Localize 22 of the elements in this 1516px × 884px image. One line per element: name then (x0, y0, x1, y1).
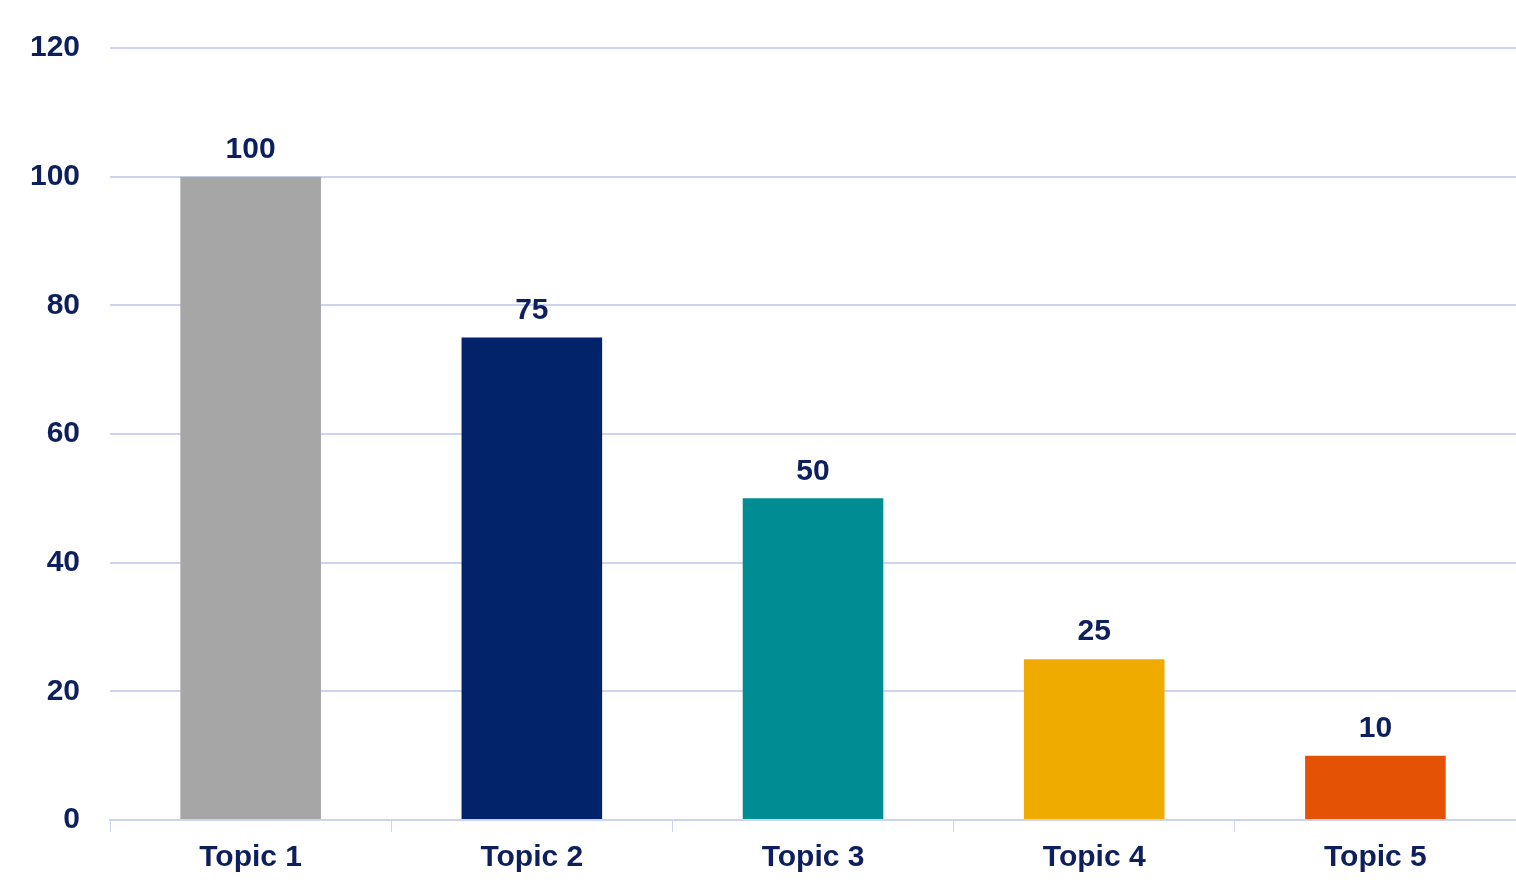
data-label: 50 (796, 452, 830, 486)
bar (742, 498, 884, 819)
y-tick-label: 20 (46, 672, 81, 706)
x-tick-label: Topic 4 (1042, 839, 1146, 873)
x-tick-label: Topic 2 (480, 839, 584, 873)
bar (1023, 659, 1165, 819)
y-tick-label: 120 (29, 29, 81, 63)
y-tick-label: 40 (46, 543, 81, 577)
x-tick-label: Topic 3 (761, 839, 865, 873)
data-label: 10 (1358, 709, 1393, 743)
y-tick-label: 100 (29, 157, 81, 191)
y-tick-label: 80 (46, 286, 81, 320)
bar (180, 176, 321, 819)
data-label: 100 (225, 130, 276, 164)
bar (461, 337, 603, 819)
data-label: 75 (515, 291, 549, 325)
y-tick-label: 60 (46, 415, 81, 449)
x-tick-label: Topic 5 (1324, 839, 1427, 873)
x-tick-label: Topic 1 (199, 839, 303, 873)
data-label: 25 (1077, 613, 1111, 647)
bar (1305, 755, 1446, 819)
y-tick-label: 0 (63, 801, 81, 835)
